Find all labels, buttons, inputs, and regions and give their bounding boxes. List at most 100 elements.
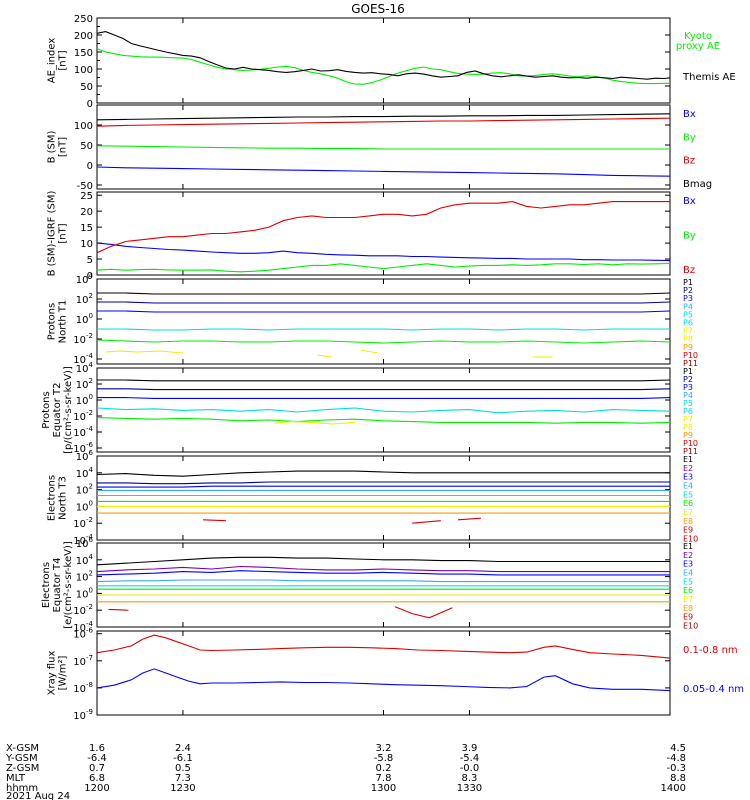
ephemeris-row-label: X-GSM <box>6 743 39 754</box>
legend-item: E5 <box>683 490 693 499</box>
y-tick-label: 100 <box>76 586 93 600</box>
series-fragment <box>108 608 129 611</box>
panel-3: 0 5 10 15 20 25 B (SM)-IGRF (SM) [nT] Bx By Bz <box>47 191 696 282</box>
legend-item: P4 <box>683 302 693 311</box>
date-label: 2021 Aug 24 <box>6 791 70 800</box>
legend-item: P3 <box>683 383 693 392</box>
legend-item: E3 <box>683 473 693 482</box>
plot-frame <box>96 17 671 104</box>
y-tick-label: 10-2 <box>73 516 93 530</box>
y-tick-label: 104 <box>76 272 94 286</box>
legend-item: E9 <box>683 526 693 535</box>
legend-item: E10 <box>683 622 698 631</box>
legend-item: E2 <box>683 551 693 560</box>
y-axis-label: Protons <box>47 303 58 340</box>
y-tick-label: 100 <box>76 312 93 326</box>
y-axis-label: North T1 <box>58 300 69 344</box>
y-tick-label: 25 <box>80 191 93 202</box>
legend-item: P11 <box>683 447 698 456</box>
series-line-p3 <box>97 397 670 399</box>
series-group <box>97 113 670 177</box>
legend-item: P5 <box>683 399 693 408</box>
series-line-p5 <box>97 328 670 331</box>
ephemeris-value: -0.0 <box>460 763 480 774</box>
series-group <box>97 556 670 619</box>
y-tick-label: 15 <box>80 223 93 234</box>
legend-item: P3 <box>683 294 693 303</box>
legend-item: P10 <box>683 351 698 360</box>
y-tick-label: 0 <box>87 161 93 172</box>
series-fragment <box>274 421 355 425</box>
series-line-p3 <box>97 310 670 313</box>
y-tick-label: 10-9 <box>73 708 93 722</box>
legend-item: E2 <box>683 464 693 473</box>
ephemeris-value: -4.8 <box>666 753 686 764</box>
y-tick-label: 104 <box>76 466 94 480</box>
series-fragment <box>394 606 453 619</box>
y-tick-label: 20 <box>80 207 93 218</box>
series-line-bx <box>97 166 670 177</box>
legend-item: E3 <box>683 560 693 569</box>
y-tick-label: 100 <box>76 499 93 513</box>
series-line-kyoto-proxy-ae <box>97 48 670 85</box>
y-tick-label: 200 <box>74 31 93 42</box>
legend-item: E1 <box>683 542 693 551</box>
series-fragment <box>412 520 441 524</box>
legend-item: P6 <box>683 319 693 328</box>
y-tick-label: 10-2 <box>73 332 93 346</box>
legend-item: E4 <box>683 482 693 491</box>
plot-frame <box>96 542 671 628</box>
ephemeris-row-label: Z-GSM <box>6 763 39 774</box>
legend-item: P2 <box>683 375 693 384</box>
y-tick-label: 10-7 <box>73 654 93 668</box>
y-tick-label: 106 <box>76 536 94 550</box>
legend-item: Bx <box>683 109 696 120</box>
legend-item: 0.05-0.4 nm <box>683 684 744 695</box>
series-line-p2 <box>97 388 670 391</box>
panel-8: 10-9 10-8 10-7 10-6 Xray flux [W/m²] 0.1-0.8 n… <box>47 627 745 722</box>
series-group <box>97 201 670 273</box>
y-tick-label: 10-8 <box>73 681 93 695</box>
y-axis-label: Protons <box>41 391 52 428</box>
y-tick-label: 104 <box>76 553 94 567</box>
series-line-themis-ae <box>97 31 670 80</box>
series-line-bx <box>97 242 670 262</box>
y-tick-label: 50 <box>80 141 93 152</box>
legend-item: By <box>683 132 696 143</box>
series-line-e1 <box>97 556 670 566</box>
legend: 0.1-0.8 nm 0.05-0.4 nm <box>683 645 744 695</box>
y-axis-label: North T3 <box>58 476 69 520</box>
y-tick-label: 102 <box>76 570 93 584</box>
series-fragment <box>105 350 183 354</box>
y-tick-label: 10-2 <box>73 603 93 617</box>
ephemeris-value: 1330 <box>457 783 482 794</box>
series-line-e4 <box>97 579 670 583</box>
legend-item: E8 <box>683 517 693 526</box>
legend-item: P4 <box>683 391 693 400</box>
legend-item: P1 <box>683 278 693 287</box>
ephemeris-value: -6.1 <box>173 753 193 764</box>
ephemeris-value: 3.9 <box>461 743 477 754</box>
y-tick-label: 102 <box>76 292 93 306</box>
legend-item: P6 <box>683 407 693 416</box>
y-tick-label: 104 <box>76 361 94 375</box>
y-tick-label: 50 <box>80 82 93 93</box>
legend-item: E4 <box>683 569 693 578</box>
ephemeris-row-label: Y-GSM <box>5 753 38 764</box>
series-fragment <box>457 517 481 521</box>
series-group <box>97 470 670 524</box>
y-tick-label: 10 <box>80 239 93 250</box>
series-line-e3 <box>97 485 670 488</box>
ephemeris-value: 7.8 <box>376 773 392 784</box>
ephemeris-value: 4.5 <box>670 743 686 754</box>
y-axis-label: [p/(cm²-s-sr-keV)] <box>63 366 74 454</box>
y-axis-label: [nT] <box>58 137 69 157</box>
x-axis-footer: X-GSM 1.6 2.4 3.2 3.9 4.5 Y-GSM -6.4 -6.1 -5.8 -5.… <box>5 743 686 800</box>
y-axis-label: [nT] <box>58 50 69 70</box>
series-line-0-05-0-4-nm <box>97 668 670 692</box>
ephemeris-value: 0.5 <box>175 763 191 774</box>
